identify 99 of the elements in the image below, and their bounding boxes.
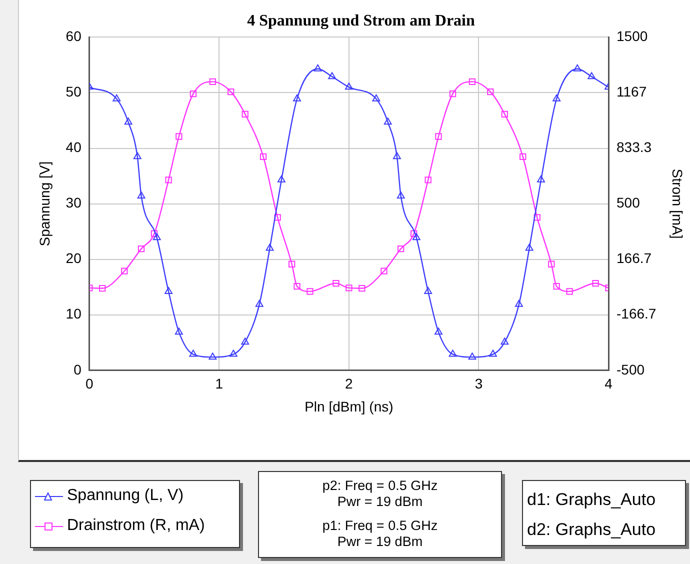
x-tick-label: 2 — [345, 376, 354, 392]
point — [534, 214, 540, 221]
point — [150, 230, 158, 237]
point — [396, 192, 405, 199]
point — [242, 110, 248, 118]
point — [588, 72, 596, 80]
y2-tick-label: -166.7 — [616, 306, 656, 322]
point — [332, 280, 340, 287]
y-tick-label: 60 — [66, 28, 82, 44]
point — [209, 78, 216, 86]
x-tick-label: 1 — [215, 376, 224, 392]
point — [112, 94, 121, 102]
point — [435, 133, 442, 140]
point — [277, 175, 286, 182]
x-tick-label: 3 — [474, 376, 483, 392]
point — [412, 233, 420, 240]
y2-axis-title: Strom [mA] — [670, 168, 686, 239]
point — [228, 88, 234, 96]
y-tick-label: 20 — [66, 250, 82, 266]
point — [489, 350, 497, 357]
point — [294, 282, 300, 290]
point — [208, 352, 217, 360]
point — [424, 287, 432, 294]
text: Pwr = 19 dBm — [336, 494, 424, 510]
text: p1: Freq = 0.5 GHz — [321, 518, 439, 534]
point — [328, 72, 336, 80]
point — [344, 82, 353, 90]
point — [487, 88, 494, 96]
point — [346, 284, 352, 292]
y-tick-label: 50 — [66, 84, 82, 100]
point — [468, 352, 476, 360]
point — [189, 350, 198, 357]
point — [410, 230, 418, 237]
y-tick-label: 40 — [66, 139, 82, 156]
y2-tick-label: -500 — [616, 361, 645, 378]
y2-tick-label: 166.7 — [616, 250, 652, 266]
point — [124, 118, 132, 125]
text: d2: Graphs_Auto — [527, 519, 657, 541]
point — [501, 110, 508, 118]
point — [174, 328, 183, 335]
y2-tick-label: 833.3 — [616, 139, 652, 156]
y2-tick-label: 500 — [616, 194, 640, 211]
point — [293, 94, 301, 102]
legend-label: Spannung (L, V) — [67, 487, 184, 505]
point — [121, 268, 128, 274]
x-tick-label: 0 — [85, 376, 94, 392]
point — [358, 284, 366, 292]
text: d1: Graphs_Auto — [527, 489, 657, 511]
y-axis-title: Spannung [V] — [36, 161, 52, 246]
point — [537, 175, 545, 182]
y-tick-label: 30 — [66, 194, 82, 211]
point — [152, 233, 161, 240]
point — [314, 64, 322, 72]
point — [392, 152, 401, 160]
point — [255, 300, 264, 307]
point — [573, 64, 582, 72]
point — [566, 288, 573, 295]
x-tick-label: 4 — [604, 376, 613, 392]
point — [384, 118, 392, 125]
point — [229, 350, 238, 357]
y-tick-label: 0 — [74, 361, 82, 378]
text: Pwr = 19 dBm — [336, 534, 424, 550]
text: p2: Freq = 0.5 GHz — [321, 478, 439, 494]
point — [266, 244, 274, 251]
point — [449, 90, 456, 98]
y-tick-label: 10 — [66, 306, 82, 322]
point — [274, 214, 281, 221]
x-axis-title: Pln [dBm] (ns) — [304, 398, 394, 414]
point — [468, 78, 476, 86]
point — [288, 260, 296, 268]
point — [380, 268, 388, 274]
point — [176, 133, 182, 140]
chart-title: 4 Spannung und Strom am Drain — [247, 12, 475, 30]
point — [165, 176, 172, 184]
point — [448, 350, 457, 357]
point — [241, 338, 250, 345]
point — [260, 153, 267, 160]
point — [398, 245, 404, 252]
point — [99, 284, 106, 292]
point — [592, 280, 599, 287]
point — [520, 153, 526, 160]
point — [548, 260, 555, 268]
point — [306, 288, 314, 295]
point — [553, 282, 560, 290]
point — [434, 328, 442, 335]
legend-label: Drainstrom (R, mA) — [67, 517, 205, 535]
point — [500, 338, 509, 345]
point — [424, 176, 432, 184]
point — [514, 300, 523, 307]
y2-tick-label: 1500 — [616, 28, 648, 44]
point — [137, 192, 146, 199]
point — [133, 152, 142, 160]
point — [525, 244, 534, 251]
y2-tick-label: 1167 — [616, 84, 647, 100]
point — [190, 90, 197, 98]
point — [372, 94, 380, 102]
point — [164, 287, 173, 294]
point — [138, 245, 145, 252]
point — [552, 94, 561, 102]
